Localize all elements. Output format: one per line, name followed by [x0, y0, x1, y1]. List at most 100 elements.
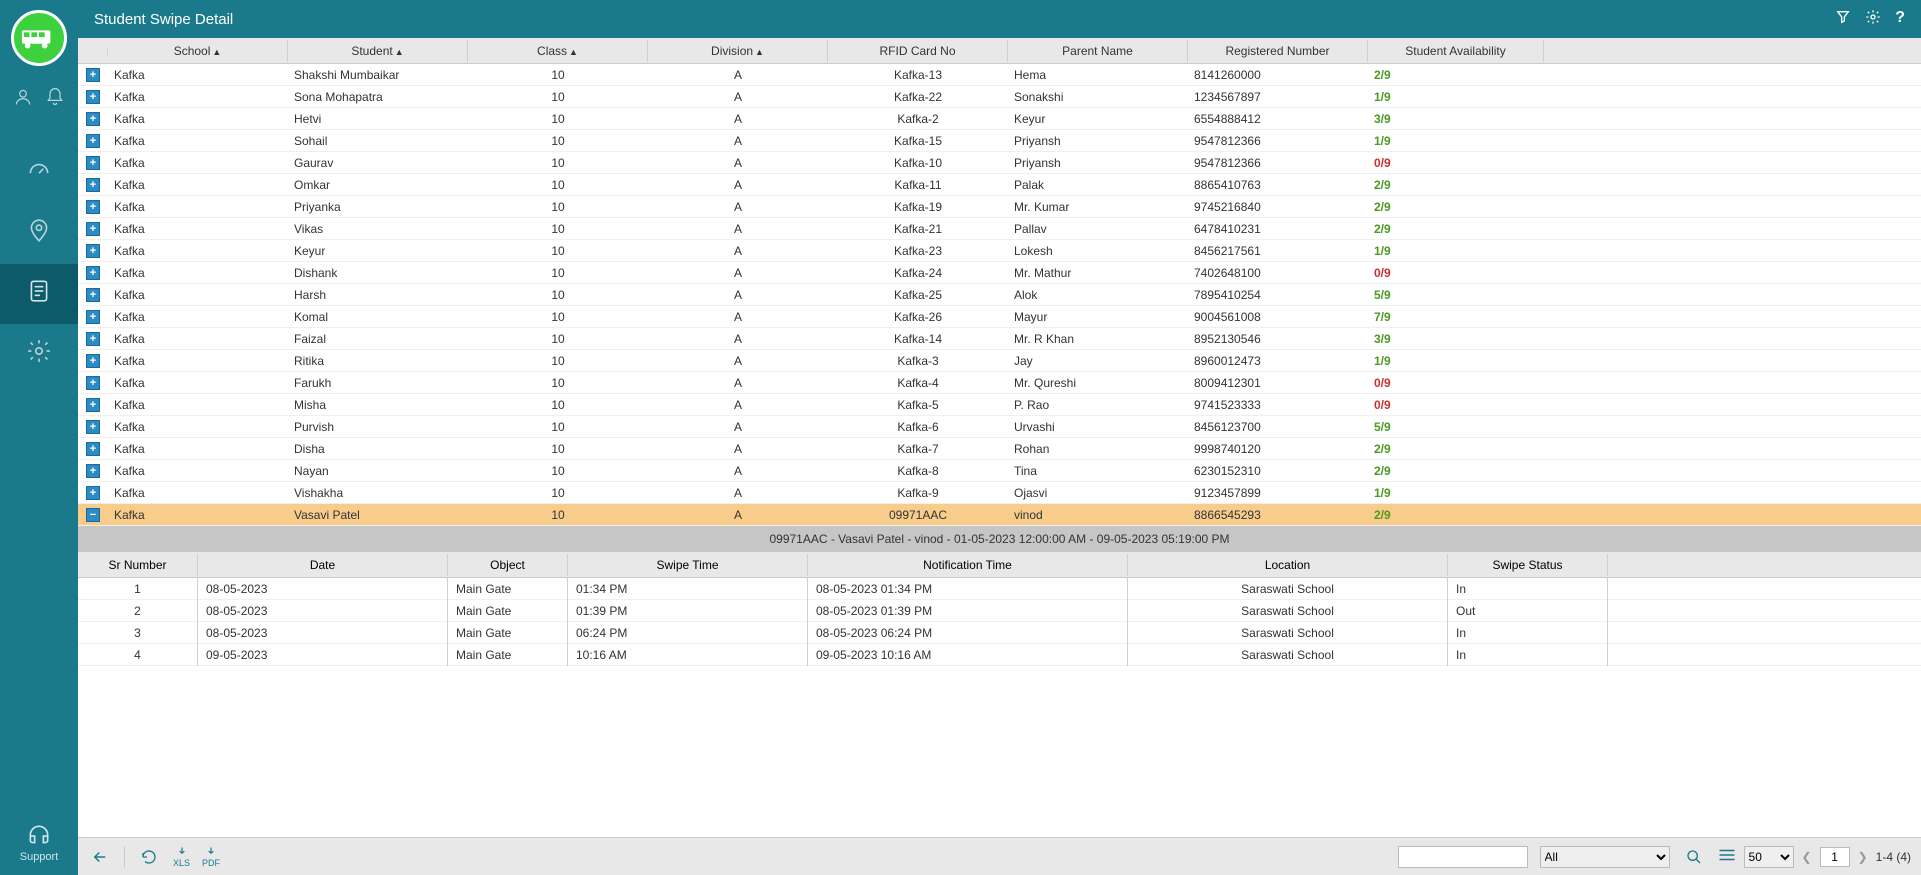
subcol-notif[interactable]: Notification Time: [808, 554, 1128, 576]
expand-button[interactable]: +: [86, 310, 100, 324]
cell-class: 10: [468, 242, 648, 260]
table-row[interactable]: +KafkaGaurav10AKafka-10Priyansh954781236…: [78, 152, 1921, 174]
search-button[interactable]: [1682, 845, 1706, 869]
filter-select[interactable]: All: [1540, 846, 1670, 868]
sub-table-row[interactable]: 108-05-2023Main Gate01:34 PM08-05-2023 0…: [78, 578, 1921, 600]
table-row[interactable]: +KafkaDishank10AKafka-24Mr. Mathur740264…: [78, 262, 1921, 284]
sub-cell-date: 08-05-2023: [198, 578, 448, 600]
expand-button[interactable]: +: [86, 464, 100, 478]
col-school[interactable]: School▲: [108, 40, 288, 62]
col-class[interactable]: Class▲: [468, 40, 648, 62]
col-availability[interactable]: Student Availability: [1368, 40, 1544, 62]
table-row[interactable]: +KafkaRitika10AKafka-3Jay89600124731/9: [78, 350, 1921, 372]
expand-button[interactable]: +: [86, 420, 100, 434]
table-row[interactable]: +KafkaNayan10AKafka-8Tina62301523102/9: [78, 460, 1921, 482]
expand-button[interactable]: +: [86, 442, 100, 456]
table-row[interactable]: +KafkaDisha10AKafka-7Rohan99987401202/9: [78, 438, 1921, 460]
table-row[interactable]: +KafkaOmkar10AKafka-11Palak88654107632/9: [78, 174, 1921, 196]
expand-button[interactable]: +: [86, 398, 100, 412]
col-division[interactable]: Division▲: [648, 40, 828, 62]
sub-grid-header: Sr Number Date Object Swipe Time Notific…: [78, 552, 1921, 578]
table-row[interactable]: +KafkaSohail10AKafka-15Priyansh954781236…: [78, 130, 1921, 152]
cell-school: Kafka: [108, 462, 288, 480]
cell-reg: 9745216840: [1188, 198, 1368, 216]
subcol-status[interactable]: Swipe Status: [1448, 554, 1608, 576]
expand-button[interactable]: +: [86, 332, 100, 346]
table-row[interactable]: +KafkaVishakha10AKafka-9Ojasvi9123457899…: [78, 482, 1921, 504]
logo[interactable]: [11, 10, 67, 66]
expand-button[interactable]: +: [86, 90, 100, 104]
table-row[interactable]: +KafkaVikas10AKafka-21Pallav64784102312/…: [78, 218, 1921, 240]
search-input[interactable]: [1398, 846, 1528, 868]
table-row[interactable]: +KafkaHarsh10AKafka-25Alok78954102545/9: [78, 284, 1921, 306]
next-page-button[interactable]: ❯: [1858, 850, 1868, 864]
subcol-date[interactable]: Date: [198, 554, 448, 576]
expand-button[interactable]: +: [86, 486, 100, 500]
prev-page-button[interactable]: ❮: [1802, 850, 1812, 864]
table-row[interactable]: +KafkaHetvi10AKafka-2Keyur65548884123/9: [78, 108, 1921, 130]
expand-button[interactable]: +: [86, 178, 100, 192]
col-rfid[interactable]: RFID Card No: [828, 40, 1008, 62]
filter-icon[interactable]: [1835, 9, 1851, 30]
cell-division: A: [648, 132, 828, 150]
refresh-button[interactable]: [137, 845, 161, 869]
expand-button[interactable]: +: [86, 200, 100, 214]
subcol-location[interactable]: Location: [1128, 554, 1448, 576]
col-reg[interactable]: Registered Number: [1188, 40, 1368, 62]
cell-student: Priyanka: [288, 198, 468, 216]
table-row[interactable]: +KafkaShakshi Mumbaikar10AKafka-13Hema81…: [78, 64, 1921, 86]
bell-icon[interactable]: [45, 86, 65, 114]
expand-button[interactable]: +: [86, 112, 100, 126]
table-row[interactable]: +KafkaFarukh10AKafka-4Mr. Qureshi8009412…: [78, 372, 1921, 394]
expand-button[interactable]: +: [86, 288, 100, 302]
table-row[interactable]: +KafkaFaizal10AKafka-14Mr. R Khan8952130…: [78, 328, 1921, 350]
nav-location[interactable]: [0, 204, 78, 264]
subcol-object[interactable]: Object: [448, 554, 568, 576]
expand-button[interactable]: +: [86, 244, 100, 258]
cell-parent: Tina: [1008, 462, 1188, 480]
export-pdf-button[interactable]: PDF: [202, 846, 220, 868]
expand-button[interactable]: +: [86, 376, 100, 390]
expand-button[interactable]: +: [86, 156, 100, 170]
nav-dashboard[interactable]: [0, 144, 78, 204]
sub-table-row[interactable]: 208-05-2023Main Gate01:39 PM08-05-2023 0…: [78, 600, 1921, 622]
sub-table-row[interactable]: 409-05-2023Main Gate10:16 AM09-05-2023 1…: [78, 644, 1921, 666]
col-student[interactable]: Student▲: [288, 40, 468, 62]
expand-button[interactable]: +: [86, 266, 100, 280]
back-button[interactable]: [88, 845, 112, 869]
cell-class: 10: [468, 220, 648, 238]
cell-class: 10: [468, 176, 648, 194]
subcol-sr[interactable]: Sr Number: [78, 554, 198, 576]
expand-button[interactable]: +: [86, 134, 100, 148]
nav-support[interactable]: Support: [20, 822, 59, 875]
cell-school: Kafka: [108, 198, 288, 216]
collapse-button[interactable]: −: [86, 508, 100, 522]
cell-availability: 3/9: [1368, 330, 1544, 348]
table-row[interactable]: −KafkaVasavi Patel10A09971AACvinod886654…: [78, 504, 1921, 526]
cell-class: 10: [468, 330, 648, 348]
table-row[interactable]: +KafkaSona Mohapatra10AKafka-22Sonakshi1…: [78, 86, 1921, 108]
table-row[interactable]: +KafkaPurvish10AKafka-6Urvashi8456123700…: [78, 416, 1921, 438]
expand-button[interactable]: +: [86, 354, 100, 368]
table-row[interactable]: +KafkaPriyanka10AKafka-19Mr. Kumar974521…: [78, 196, 1921, 218]
cell-parent: Alok: [1008, 286, 1188, 304]
table-row[interactable]: +KafkaKomal10AKafka-26Mayur90045610087/9: [78, 306, 1921, 328]
export-xls-button[interactable]: XLS: [173, 846, 190, 868]
nav-reports[interactable]: [0, 264, 78, 324]
sub-table-row[interactable]: 308-05-2023Main Gate06:24 PM08-05-2023 0…: [78, 622, 1921, 644]
settings-icon[interactable]: [1865, 9, 1881, 30]
table-row[interactable]: +KafkaKeyur10AKafka-23Lokesh84562175611/…: [78, 240, 1921, 262]
expand-button[interactable]: +: [86, 68, 100, 82]
help-icon[interactable]: ?: [1895, 9, 1905, 30]
columns-icon[interactable]: [1718, 848, 1736, 865]
nav-settings[interactable]: [0, 324, 78, 384]
user-icon[interactable]: [13, 86, 33, 114]
page-size-select[interactable]: 50: [1744, 846, 1794, 868]
col-parent[interactable]: Parent Name: [1008, 40, 1188, 62]
subcol-swipe[interactable]: Swipe Time: [568, 554, 808, 576]
expand-button[interactable]: +: [86, 222, 100, 236]
page-input[interactable]: [1820, 847, 1850, 867]
cell-school: Kafka: [108, 418, 288, 436]
table-row[interactable]: +KafkaMisha10AKafka-5P. Rao97415233330/9: [78, 394, 1921, 416]
cell-parent: Mr. Qureshi: [1008, 374, 1188, 392]
